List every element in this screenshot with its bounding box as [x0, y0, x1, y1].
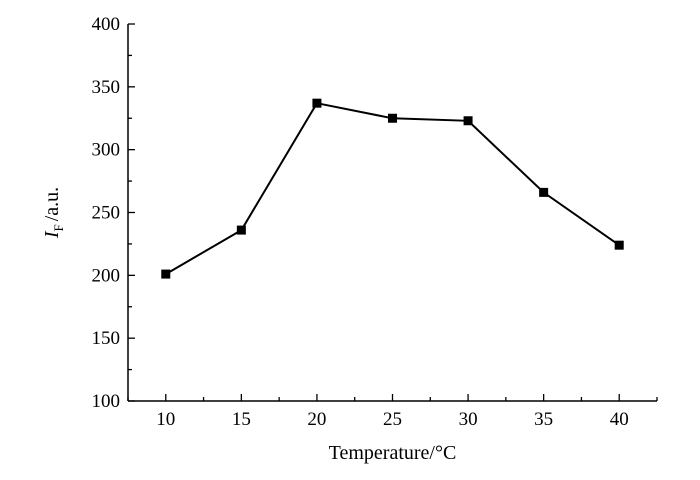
y-tick-label: 400	[92, 14, 121, 35]
x-tick-label: 30	[459, 409, 478, 430]
axes	[127, 24, 657, 402]
y-tick-label: 200	[92, 265, 121, 286]
y-tick-label: 300	[92, 140, 121, 161]
y-ticks: 100 150 200 250 300 350 400	[92, 14, 135, 412]
data-point-marker	[539, 187, 549, 197]
data-point-marker	[161, 269, 171, 279]
data-point-marker	[236, 225, 246, 235]
x-tick-label: 25	[383, 409, 402, 430]
x-ticks: 10 15 20 25 30 35 40	[127, 394, 658, 430]
data-point-marker	[463, 116, 473, 126]
x-tick-label: 10	[156, 409, 175, 430]
series-layer	[161, 98, 624, 279]
series-line	[165, 102, 620, 275]
x-tick-label: 40	[610, 409, 629, 430]
y-tick-label: 150	[92, 328, 121, 349]
x-tick-label: 35	[534, 409, 553, 430]
y-axis-title-subscript: F	[51, 224, 66, 231]
x-tick-label: 20	[307, 409, 326, 430]
x-axis-title: Temperature/°C	[329, 442, 457, 464]
y-axis-title-main: I	[41, 230, 63, 239]
x-tick-label: 15	[232, 409, 251, 430]
y-tick-label: 250	[92, 203, 121, 224]
y-tick-label: 100	[92, 391, 121, 412]
y-tick-label: 350	[92, 77, 121, 98]
y-axis-title-suffix: /a.u.	[41, 187, 63, 221]
data-point-marker	[614, 240, 624, 250]
data-point-marker	[312, 98, 322, 108]
y-axis-title: IF/a.u.	[41, 187, 66, 239]
data-point-marker	[388, 113, 397, 123]
